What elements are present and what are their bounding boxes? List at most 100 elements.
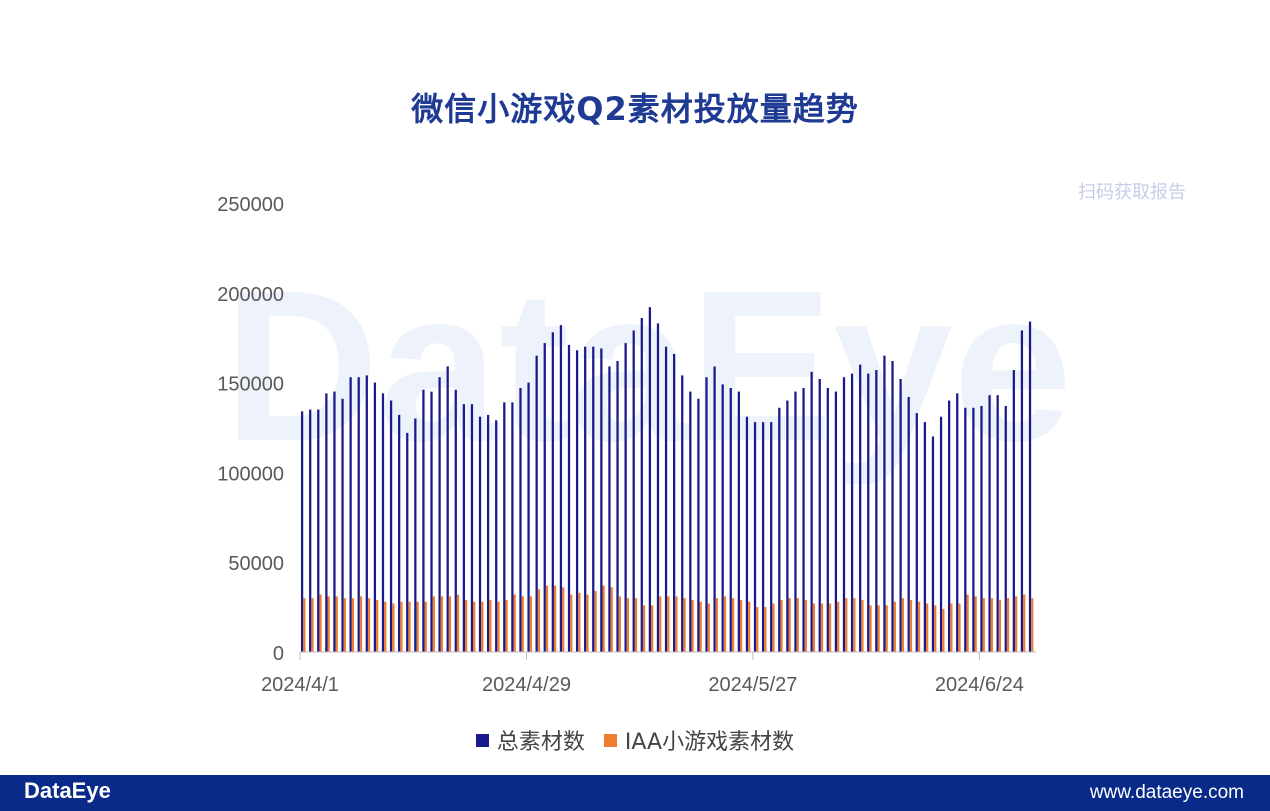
bar-total	[584, 346, 587, 652]
bar-total	[786, 400, 789, 652]
bar-total	[543, 343, 546, 652]
bar-iaa	[764, 607, 767, 652]
bar-iaa	[958, 603, 961, 652]
bar-total	[406, 432, 409, 652]
bar-iaa	[909, 599, 913, 652]
bar-total	[381, 393, 385, 652]
bar-total	[972, 407, 975, 652]
bar-total	[891, 361, 894, 652]
bar-total	[632, 330, 635, 652]
bar-total	[300, 411, 304, 652]
bar-total	[964, 407, 967, 652]
legend-item-total: 总素材数	[475, 724, 585, 756]
bar-iaa	[408, 601, 411, 652]
y-tick-label: 200000	[217, 284, 284, 306]
bar-iaa	[990, 598, 993, 652]
bar-total	[511, 402, 514, 652]
bar-iaa	[456, 594, 460, 652]
bar-iaa	[610, 587, 613, 652]
bar-total	[470, 404, 474, 652]
bar-iaa	[950, 603, 953, 652]
bar-iaa	[311, 598, 314, 652]
bar-iaa	[586, 594, 589, 652]
bar-iaa	[780, 599, 783, 652]
bar-iaa	[804, 599, 807, 652]
bar-iaa	[335, 596, 338, 652]
bar-iaa	[570, 594, 573, 652]
watermark: DataEye	[224, 245, 1073, 486]
series-iaa-bars	[303, 585, 1034, 652]
bar-total	[1028, 321, 1032, 652]
bar-iaa	[351, 598, 355, 652]
bar-iaa	[691, 599, 694, 652]
bar-iaa	[893, 601, 896, 652]
bar-total	[673, 353, 676, 652]
bar-total	[681, 375, 684, 652]
bar-iaa	[634, 598, 638, 652]
bar-total	[454, 389, 457, 652]
bar-iaa	[384, 601, 387, 652]
bar-iaa	[934, 605, 937, 652]
bar-iaa	[481, 601, 484, 652]
bar-total	[535, 355, 538, 652]
bar-total	[818, 379, 821, 652]
bar-iaa	[828, 603, 832, 652]
bar-total	[689, 391, 692, 652]
bar-total	[770, 422, 773, 652]
bar-total	[867, 373, 870, 652]
bar-iaa	[715, 598, 718, 652]
bar-total	[640, 317, 643, 652]
bar-total	[495, 420, 498, 652]
bar-total	[948, 400, 951, 652]
bar-iaa	[626, 598, 630, 652]
bar-total	[616, 361, 619, 652]
bar-total	[462, 404, 465, 652]
bar-iaa	[505, 599, 508, 652]
bar-total	[309, 409, 312, 652]
bar-total	[859, 364, 862, 652]
y-tick-label: 250000	[217, 194, 284, 216]
bar-total	[842, 377, 846, 652]
bar-iaa	[748, 601, 751, 652]
bar-iaa	[861, 599, 864, 652]
legend-item-iaa: IAA小游戏素材数	[603, 724, 794, 756]
bar-total	[519, 387, 522, 652]
bar-total	[923, 422, 927, 652]
bar-iaa	[772, 603, 775, 652]
bar-total	[527, 382, 530, 652]
bar-iaa	[877, 605, 880, 652]
bar-iaa	[618, 596, 621, 652]
bar-total	[559, 325, 563, 652]
x-axis: 2024/4/1 2024/4/29 2024/5/27 2024/6/24	[261, 651, 1036, 696]
website-link[interactable]: www.dataeye.com	[1089, 782, 1244, 803]
x-tick-label: 2024/4/1	[261, 674, 339, 696]
bar-iaa	[432, 596, 435, 652]
bar-total	[778, 407, 781, 652]
bar-total	[980, 405, 983, 652]
bar-iaa	[756, 607, 759, 652]
bar-iaa	[489, 599, 492, 652]
y-tick-label: 50000	[228, 553, 284, 575]
bar-total	[608, 366, 611, 652]
bar-iaa	[926, 603, 929, 652]
bar-total	[357, 377, 360, 652]
bar-iaa	[464, 599, 468, 652]
bar-iaa	[853, 598, 856, 652]
bar-total	[567, 344, 571, 652]
bar-total	[721, 384, 724, 652]
bar-iaa	[1023, 594, 1026, 652]
bar-total	[664, 346, 668, 652]
bar-iaa	[497, 601, 500, 652]
bar-iaa	[651, 605, 654, 652]
footer-bar: DataEye www.dataeye.com	[0, 775, 1270, 811]
bar-iaa	[699, 601, 702, 652]
bar-iaa	[1014, 596, 1018, 652]
bar-total	[317, 409, 320, 652]
bar-iaa	[529, 596, 532, 652]
bar-total	[365, 375, 368, 652]
bar-iaa	[667, 596, 670, 652]
bar-iaa	[723, 596, 727, 652]
bar-total	[1004, 405, 1007, 652]
bar-iaa	[659, 596, 662, 652]
